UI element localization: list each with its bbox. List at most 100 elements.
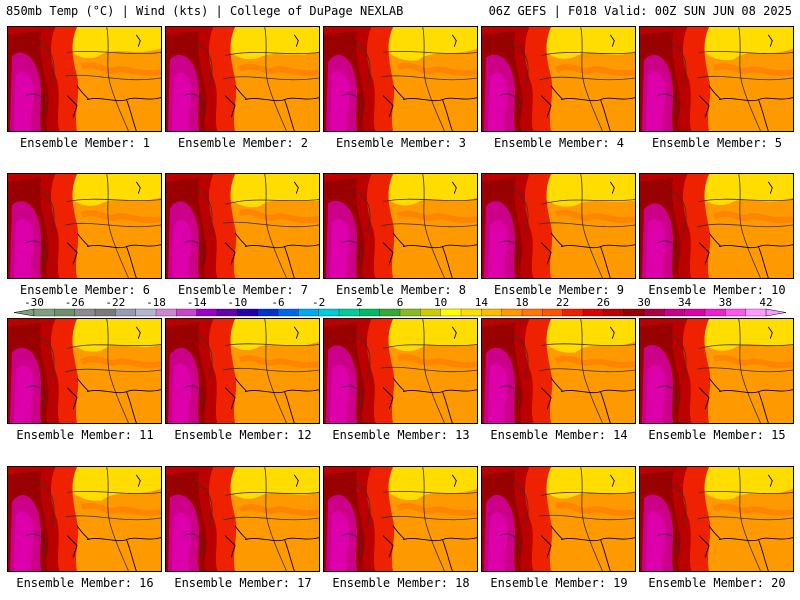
ensemble-map-panel [481, 173, 636, 279]
ensemble-map-panel [165, 26, 320, 132]
colorbar-segment [94, 308, 116, 317]
colorbar-segment [603, 308, 625, 317]
colorbar-tick-label: 2 [356, 296, 363, 309]
ensemble-member-label: Ensemble Member: 20 [648, 576, 786, 590]
colorbar-segment [176, 308, 198, 317]
colorbar-segment [420, 308, 442, 317]
run-valid-time: 06Z GEFS | F018 Valid: 00Z SUN JUN 08 20… [488, 4, 792, 18]
colorbar-tick-label: 34 [678, 296, 692, 309]
colorbar-segment [318, 308, 340, 317]
colorbar-segment [501, 308, 523, 317]
colorbar-segment [664, 308, 686, 317]
ensemble-member-label: Ensemble Member: 9 [493, 283, 625, 297]
colorbar-segment [277, 308, 299, 317]
colorbar-segment [399, 308, 421, 317]
colorbar-left-arrow [13, 308, 35, 317]
colorbar-segment [704, 308, 726, 317]
ensemble-member-label: Ensemble Member: 11 [16, 428, 154, 442]
ensemble-map-panel [639, 466, 794, 572]
ensemble-map-panel [481, 318, 636, 424]
ensemble-map-panel [165, 466, 320, 572]
colorbar-tick-label: 26 [597, 296, 610, 309]
ensemble-map-panel [7, 173, 162, 279]
colorbar-tick-label: 38 [719, 296, 732, 309]
ensemble-map-panel [323, 318, 478, 424]
colorbar-segment [745, 308, 767, 317]
colorbar-tick-label: -10 [227, 296, 247, 309]
colorbar-tick-label: 42 [759, 296, 772, 309]
ensemble-member-label: Ensemble Member: 6 [19, 283, 151, 297]
colorbar-tick-label: 18 [515, 296, 528, 309]
colorbar-tick-label: 10 [434, 296, 447, 309]
ensemble-map-panel [165, 318, 320, 424]
colorbar-segment [338, 308, 360, 317]
ensemble-member-label: Ensemble Member: 16 [16, 576, 154, 590]
colorbar-segment [216, 308, 238, 317]
ensemble-member-label: Ensemble Member: 5 [651, 136, 783, 150]
ensemble-member-label: Ensemble Member: 19 [490, 576, 628, 590]
colorbar-segment [33, 308, 55, 317]
ensemble-map-panel [323, 173, 478, 279]
colorbar-tick-label: -2 [312, 296, 325, 309]
ensemble-member-label: Ensemble Member: 10 [648, 283, 786, 297]
temperature-colorbar: -30 -26 -22 -18 -14 -10 -6 -2 2 6 10 14 18 22 26 30 34 38… [13, 296, 787, 317]
colorbar-segment [623, 308, 645, 317]
colorbar-segment [521, 308, 543, 317]
ensemble-map-panel [481, 26, 636, 132]
ensemble-member-label: Ensemble Member: 14 [490, 428, 628, 442]
ensemble-map-panel [323, 466, 478, 572]
ensemble-member-label: Ensemble Member: 12 [174, 428, 312, 442]
colorbar-tick-label: -22 [105, 296, 125, 309]
ensemble-member-label: Ensemble Member: 3 [335, 136, 467, 150]
colorbar-tick-label: 22 [556, 296, 569, 309]
colorbar-segment [155, 308, 177, 317]
colorbar-segment [542, 308, 564, 317]
colorbar-right-arrow [765, 308, 787, 317]
colorbar-segment [725, 308, 747, 317]
ensemble-member-label: Ensemble Member: 4 [493, 136, 625, 150]
colorbar-tick-label: -14 [187, 296, 207, 309]
ensemble-map-panel [639, 26, 794, 132]
ensemble-map-panel [639, 173, 794, 279]
ensemble-map-panel [639, 318, 794, 424]
colorbar-tick-label: -6 [271, 296, 284, 309]
colorbar-segment [257, 308, 279, 317]
colorbar-tick-label: -18 [146, 296, 166, 309]
ensemble-member-label: Ensemble Member: 13 [332, 428, 470, 442]
colorbar-segment [481, 308, 503, 317]
ensemble-member-label: Ensemble Member: 8 [335, 283, 467, 297]
colorbar-segment [440, 308, 462, 317]
colorbar-segment [237, 308, 259, 317]
ensemble-map-panel [7, 318, 162, 424]
colorbar-segment [298, 308, 320, 317]
colorbar-tick-label: -26 [65, 296, 85, 309]
colorbar-tick-label: 14 [475, 296, 489, 309]
ensemble-map-panel [323, 26, 478, 132]
ensemble-member-label: Ensemble Member: 2 [177, 136, 309, 150]
colorbar-segment [196, 308, 218, 317]
colorbar-segment [115, 308, 137, 317]
ensemble-map-panel [7, 26, 162, 132]
colorbar-segment [582, 308, 604, 317]
colorbar-segment [359, 308, 381, 317]
ensemble-member-label: Ensemble Member: 17 [174, 576, 312, 590]
colorbar-segment [379, 308, 401, 317]
colorbar-tick-label: -30 [24, 296, 44, 309]
ensemble-map-panel [165, 173, 320, 279]
colorbar-segment [562, 308, 584, 317]
colorbar-segment [74, 308, 96, 317]
ensemble-map-panel [481, 466, 636, 572]
ensemble-member-label: Ensemble Member: 1 [19, 136, 151, 150]
colorbar-segment [643, 308, 665, 317]
colorbar-tick-label: 30 [637, 296, 650, 309]
colorbar-segment [684, 308, 706, 317]
ensemble-map-panel [7, 466, 162, 572]
colorbar-segment [135, 308, 157, 317]
colorbar-segment [54, 308, 76, 317]
colorbar-tick-label: 6 [397, 296, 404, 309]
ensemble-member-label: Ensemble Member: 18 [332, 576, 470, 590]
ensemble-member-label: Ensemble Member: 15 [648, 428, 786, 442]
map-title: 850mb Temp (°C) | Wind (kts) | College o… [6, 4, 404, 18]
colorbar-segment [460, 308, 482, 317]
ensemble-member-label: Ensemble Member: 7 [177, 283, 309, 297]
